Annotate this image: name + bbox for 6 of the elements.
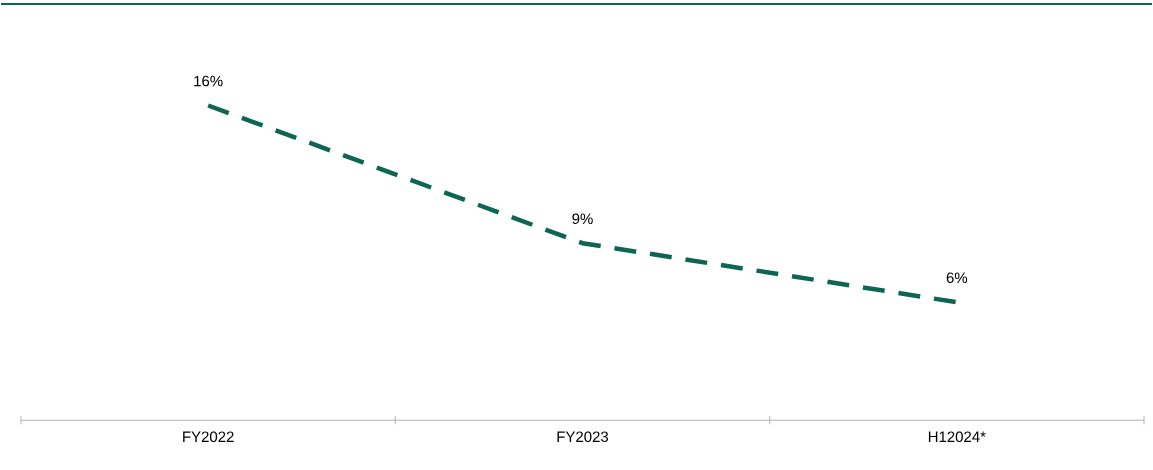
data-label: 6%	[946, 272, 968, 283]
data-label: 16%	[194, 75, 223, 87]
x-tick-label: H12024*	[928, 431, 986, 442]
data-label: 9%	[572, 213, 593, 224]
x-tick-label: FY2022	[183, 431, 234, 442]
x-tick-label: FY2023	[557, 431, 609, 442]
